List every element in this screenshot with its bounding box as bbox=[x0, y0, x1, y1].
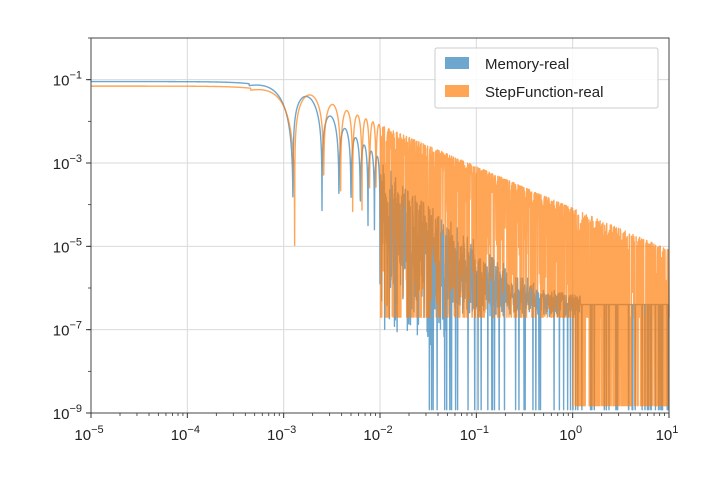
x-tick-label: 10−2 bbox=[363, 424, 392, 444]
x-tick-label: 10−3 bbox=[267, 424, 296, 444]
tick-labels: 10−5 10−4 10−3 10−2 10−1 100 10110−110−310−510… bbox=[53, 70, 679, 444]
legend: Memory-real StepFunction-real bbox=[434, 47, 659, 109]
series-line-stepfunction-real bbox=[90, 85, 670, 407]
x-tick-label: 101 bbox=[656, 424, 679, 444]
x-tick-label: 10−1 bbox=[460, 424, 489, 444]
legend-label: StepFunction-real bbox=[485, 84, 603, 101]
y-tick-label: 10−7 bbox=[53, 320, 82, 340]
x-tick-label: 100 bbox=[559, 424, 582, 444]
x-tick-label: 10−5 bbox=[74, 424, 103, 444]
y-tick-label: 10−1 bbox=[53, 70, 82, 90]
legend-swatch bbox=[445, 57, 469, 69]
ticks bbox=[86, 37, 670, 418]
x-tick-label: 10−4 bbox=[171, 424, 200, 444]
y-tick-label: 10−3 bbox=[53, 153, 82, 173]
y-tick-label: 10−9 bbox=[53, 403, 82, 423]
legend-box bbox=[434, 47, 659, 109]
y-tick-label: 10−5 bbox=[53, 236, 82, 256]
legend-label: Memory-real bbox=[485, 56, 569, 73]
series-layer bbox=[90, 80, 670, 411]
legend-swatch bbox=[445, 85, 469, 97]
